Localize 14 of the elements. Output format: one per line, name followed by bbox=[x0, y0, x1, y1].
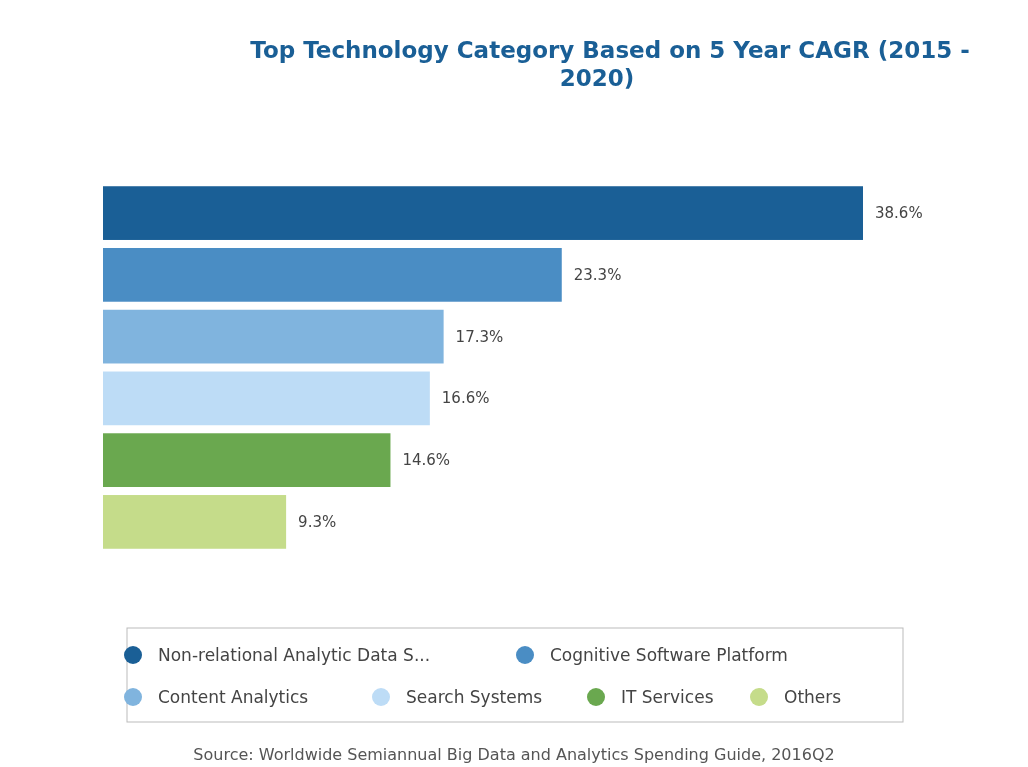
data-label: 38.6% bbox=[875, 204, 923, 223]
data-label: 9.3% bbox=[298, 512, 337, 531]
legend-label: Search Systems bbox=[406, 687, 543, 707]
legend-label: Others bbox=[784, 687, 842, 707]
legend-label: IT Services bbox=[621, 687, 714, 707]
source-note: Source: Worldwide Semiannual Big Data and Analytics Spending Guide, 2016Q2 bbox=[193, 745, 835, 764]
legend-label: Non-relational Analytic Data S... bbox=[158, 645, 431, 665]
chart-title: Top Technology Category Based on 5 Year CAGR (2015 - 2020) bbox=[250, 37, 970, 91]
legend-label: Cognitive Software Platform bbox=[550, 645, 788, 665]
data-label: 17.3% bbox=[455, 327, 504, 346]
legend-label: Content Analytics bbox=[158, 687, 309, 707]
data-label: 23.3% bbox=[573, 265, 622, 284]
data-label: 14.6% bbox=[402, 451, 451, 470]
data-label: 16.6% bbox=[441, 389, 490, 408]
